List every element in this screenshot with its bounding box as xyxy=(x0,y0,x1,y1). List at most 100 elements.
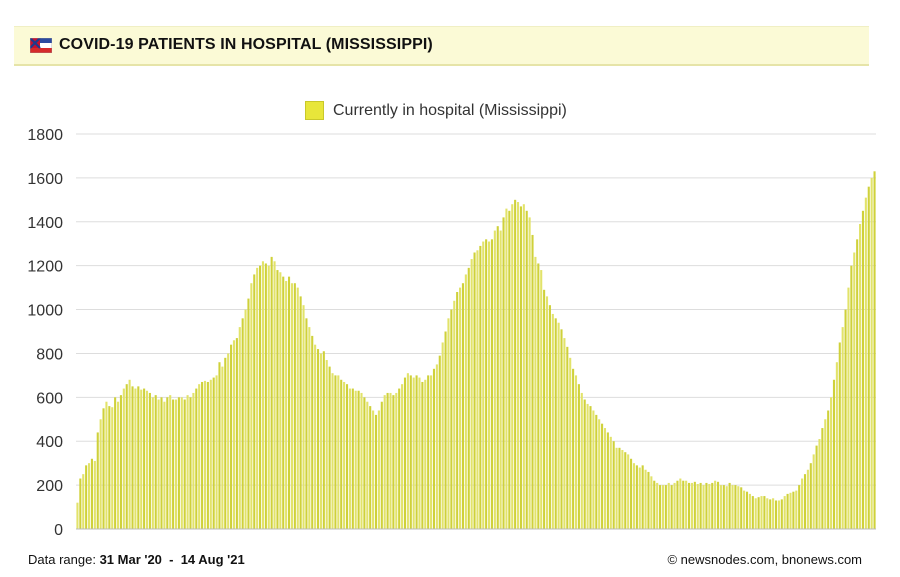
bar[interactable] xyxy=(525,210,528,529)
bar[interactable] xyxy=(595,414,598,529)
bar[interactable] xyxy=(116,401,120,529)
bar[interactable] xyxy=(421,381,424,529)
bar[interactable] xyxy=(177,397,180,529)
bar[interactable] xyxy=(690,482,693,529)
bar[interactable] xyxy=(488,241,491,529)
bar[interactable] xyxy=(241,318,244,529)
bar[interactable] xyxy=(850,265,853,529)
bar[interactable] xyxy=(253,274,256,529)
bar[interactable] xyxy=(345,384,349,529)
bar[interactable] xyxy=(456,292,459,529)
bar[interactable] xyxy=(569,357,572,529)
bar[interactable] xyxy=(328,366,331,529)
bar[interactable] xyxy=(403,377,407,529)
bar[interactable] xyxy=(824,419,827,529)
bar[interactable] xyxy=(534,256,537,529)
bar[interactable] xyxy=(267,265,270,529)
bar[interactable] xyxy=(128,379,131,529)
bar[interactable] xyxy=(856,239,859,529)
bar[interactable] xyxy=(557,322,560,529)
bar[interactable] xyxy=(632,463,636,529)
bar[interactable] xyxy=(160,397,163,529)
bar[interactable] xyxy=(180,397,183,529)
bar[interactable] xyxy=(401,384,404,529)
bar[interactable] xyxy=(873,171,876,529)
bar[interactable] xyxy=(699,482,702,529)
bar[interactable] xyxy=(737,486,740,529)
bar[interactable] xyxy=(673,482,676,529)
bar[interactable] xyxy=(122,388,125,529)
bar[interactable] xyxy=(835,362,838,529)
bar[interactable] xyxy=(270,256,273,529)
bar[interactable] xyxy=(479,245,482,530)
bar[interactable] xyxy=(444,331,447,530)
bar[interactable] xyxy=(290,283,293,529)
bar[interactable] xyxy=(606,432,609,529)
bar[interactable] xyxy=(464,274,467,529)
bar[interactable] xyxy=(650,476,653,529)
bar[interactable] xyxy=(696,484,699,529)
bar[interactable] xyxy=(792,491,795,529)
bar[interactable] xyxy=(821,428,824,529)
bar[interactable] xyxy=(682,480,685,529)
bar[interactable] xyxy=(227,353,230,529)
bar[interactable] xyxy=(372,410,375,530)
bar[interactable] xyxy=(314,344,317,529)
bar[interactable] xyxy=(751,496,754,529)
bar[interactable] xyxy=(554,318,557,529)
bar[interactable] xyxy=(789,492,792,529)
bar[interactable] xyxy=(145,390,149,529)
bar[interactable] xyxy=(859,223,862,529)
bar[interactable] xyxy=(134,388,137,529)
bar[interactable] xyxy=(279,272,282,529)
bar[interactable] xyxy=(592,410,595,530)
bar[interactable] xyxy=(769,499,772,530)
bar[interactable] xyxy=(285,281,288,529)
bar[interactable] xyxy=(830,397,833,529)
bar[interactable] xyxy=(795,490,798,529)
bar[interactable] xyxy=(186,395,189,529)
bar[interactable] xyxy=(818,439,821,529)
bar[interactable] xyxy=(760,496,763,529)
bar[interactable] xyxy=(256,267,259,529)
bar[interactable] xyxy=(137,386,140,529)
bar[interactable] xyxy=(432,368,436,529)
bar[interactable] xyxy=(189,397,192,529)
bar[interactable] xyxy=(163,401,166,529)
bar[interactable] xyxy=(531,234,534,529)
bar[interactable] xyxy=(154,395,157,529)
bar[interactable] xyxy=(685,480,688,529)
bar[interactable] xyxy=(296,287,299,529)
bar[interactable] xyxy=(679,478,682,529)
bar[interactable] xyxy=(734,485,737,529)
bar[interactable] xyxy=(641,465,644,529)
bar[interactable] xyxy=(612,441,615,529)
bar[interactable] xyxy=(624,452,627,529)
bar[interactable] xyxy=(438,355,441,529)
bar[interactable] xyxy=(450,309,453,529)
bar[interactable] xyxy=(844,309,847,529)
bar[interactable] xyxy=(395,392,398,529)
bar[interactable] xyxy=(870,177,873,529)
bar[interactable] xyxy=(430,375,433,529)
bar[interactable] xyxy=(516,202,520,529)
bar[interactable] xyxy=(467,267,470,529)
bar[interactable] xyxy=(867,186,870,530)
bar[interactable] xyxy=(201,381,204,529)
bar[interactable] xyxy=(815,445,818,529)
bar[interactable] xyxy=(111,407,114,529)
bar[interactable] xyxy=(418,377,421,529)
bar[interactable] xyxy=(374,414,378,529)
bar[interactable] xyxy=(148,392,151,529)
bar[interactable] xyxy=(157,399,160,529)
bar[interactable] xyxy=(261,261,264,529)
bar[interactable] xyxy=(386,392,389,529)
bar[interactable] xyxy=(774,500,778,529)
bar[interactable] xyxy=(259,265,262,529)
bar[interactable] xyxy=(354,390,357,529)
bar[interactable] xyxy=(514,199,517,529)
bar[interactable] xyxy=(406,373,409,529)
bar[interactable] xyxy=(93,460,96,529)
bar[interactable] xyxy=(827,410,830,530)
bar[interactable] xyxy=(656,482,659,529)
